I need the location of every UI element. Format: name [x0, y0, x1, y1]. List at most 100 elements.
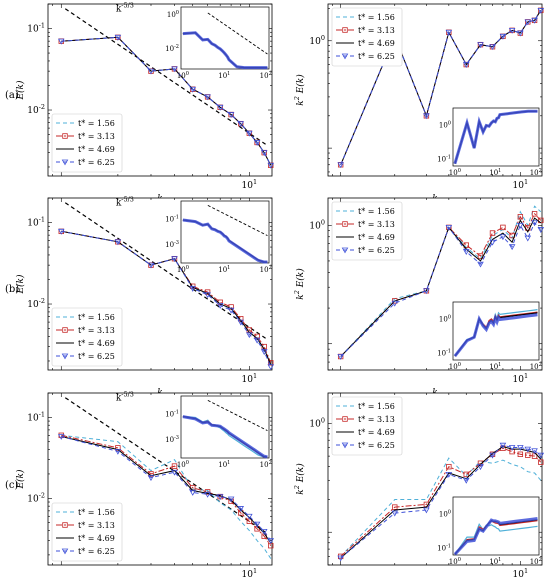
data-point: [463, 471, 469, 478]
row-label: (a): [5, 90, 19, 101]
data-point: [260, 529, 268, 535]
data-point: [227, 112, 235, 118]
data-point: [391, 300, 399, 307]
y-axis-label: k2 E(k): [293, 74, 306, 106]
reference-slope-line: [64, 397, 266, 533]
legend-marker: [341, 247, 349, 254]
legend-marker: [342, 27, 348, 33]
inset-reference-line: [207, 12, 268, 55]
series-line: [61, 434, 272, 546]
legend-box: [331, 201, 403, 261]
y-axis-label: k2 E(k): [293, 268, 306, 300]
y-tick-label: 100: [309, 416, 325, 429]
data-point: [537, 452, 545, 459]
legend-label: t* = 6.25: [78, 352, 115, 361]
legend-label: t* = 4.69: [358, 39, 395, 48]
inset-series-line: [453, 313, 538, 358]
legend-label: t* = 4.69: [358, 428, 395, 437]
data-point: [246, 130, 253, 137]
series-line: [340, 10, 542, 165]
data-point: [337, 354, 344, 360]
series-line: [340, 444, 542, 559]
inset: 100 101 102 10-1 100: [437, 496, 542, 566]
legend-marker: [342, 416, 348, 422]
legend-label: t* = 6.25: [78, 158, 115, 167]
reference-slope-label: k-5/3: [116, 196, 134, 209]
data-point: [171, 469, 178, 476]
y-axis-label: E(k): [15, 469, 26, 490]
legend-marker: [341, 442, 349, 449]
legend: t* = 1.56 t* = 3.13 t* = 4.69 t* = 6.25: [51, 502, 123, 562]
legend-label: t* = 1.56: [358, 13, 395, 22]
inset-x-tick-label: 100: [449, 362, 461, 371]
inset-series-line: [454, 520, 538, 555]
legend-box: [331, 7, 403, 67]
inset-frame: [180, 395, 270, 459]
reference-slope-line: [64, 202, 266, 339]
inset: 100 101 102 10-2 100: [165, 6, 272, 80]
data-point: [216, 303, 224, 309]
inset-series-line: [182, 415, 268, 459]
reference-slope-label: k-5/3: [116, 2, 134, 15]
legend: t* = 1.56 t* = 3.13 t* = 4.69 t* = 6.25: [331, 7, 403, 67]
legend-label: t* = 3.13: [358, 26, 395, 35]
y-tick-label: 10-1: [27, 22, 45, 35]
data-point: [524, 19, 532, 26]
legend-label: t* = 3.13: [358, 220, 395, 229]
data-point: [237, 121, 245, 128]
panel-c-right: 101100kk2 E(k)t* = 1.56t* = 3.13t* = 4.6…: [293, 392, 545, 580]
data-point: [499, 234, 507, 241]
data-point: [204, 489, 211, 495]
data-point: [537, 227, 545, 233]
inset-x-tick-label: 100: [177, 71, 189, 80]
data-point: [253, 337, 261, 344]
inset-y-tick-label: 10-3: [165, 435, 179, 444]
legend-box: [51, 502, 123, 562]
y-tick-label: 10-2: [27, 103, 45, 116]
inset-x-tick-label: 102: [260, 265, 272, 274]
y-tick-label: 10-2: [27, 297, 45, 310]
x-tick-label: 101: [513, 567, 529, 579]
inset-y-tick-label: 10-3: [165, 240, 179, 249]
data-point: [260, 150, 268, 157]
data-point: [204, 94, 211, 101]
row-label: (c): [5, 480, 19, 491]
data-point: [499, 442, 507, 449]
legend-box: [331, 396, 403, 456]
row-label: (b): [5, 284, 19, 295]
series-line: [340, 447, 542, 557]
inset-y-tick-label: 10-2: [165, 44, 179, 53]
legend-label: t* = 1.56: [78, 119, 115, 128]
data-point: [171, 256, 178, 263]
panel-b-right: 101100kk2 E(k)t* = 1.56t* = 3.13t* = 4.6…: [293, 197, 545, 398]
data-point: [445, 471, 453, 478]
data-point: [227, 307, 235, 314]
inset-x-tick-label: 101: [218, 265, 230, 274]
series-line: [340, 457, 542, 557]
legend-marker: [62, 522, 68, 528]
y-tick-label: 10-1: [27, 216, 45, 229]
legend-marker: [61, 159, 69, 166]
data-point: [391, 510, 399, 517]
y-tick-label: 10-1: [27, 410, 45, 423]
inset-x-tick-label: 102: [530, 168, 542, 177]
data-point: [477, 460, 484, 466]
data-point: [147, 262, 155, 269]
legend-label: t* = 1.56: [358, 402, 395, 411]
inset-x-tick-label: 100: [449, 168, 461, 177]
data-point: [531, 220, 538, 227]
data-point: [423, 288, 430, 295]
inset-x-tick-label: 100: [177, 265, 189, 274]
legend-label: t* = 3.13: [78, 521, 115, 530]
data-point: [267, 162, 275, 169]
data-point: [253, 140, 261, 146]
inset-series-line: [182, 31, 268, 70]
inset-series-line: [453, 109, 538, 165]
data-point: [216, 104, 224, 111]
data-point: [445, 224, 453, 231]
legend-label: t* = 4.69: [358, 233, 395, 242]
data-point: [171, 66, 178, 73]
y-tick-label: 100: [309, 34, 325, 47]
